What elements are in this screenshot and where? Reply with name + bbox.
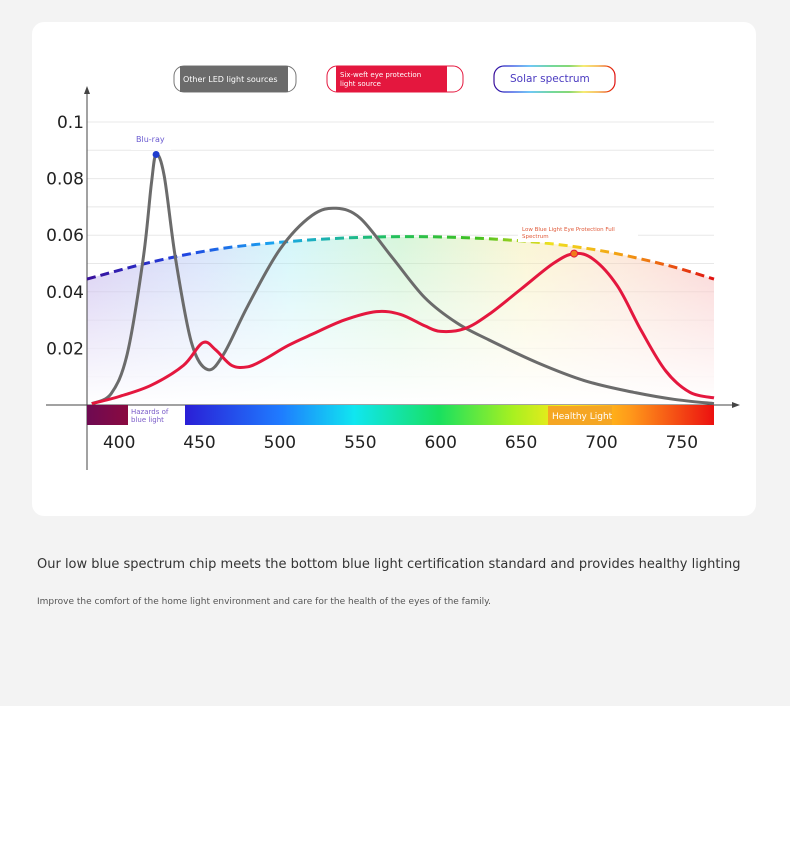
low-blue-peak-marker [570,249,579,258]
series-lines [86,152,715,406]
legend-other-led-label: Other LED light sources [183,75,277,84]
x-tick-label: 650 [505,433,537,453]
y-tick-label: 0.1 [57,113,84,133]
y-axis-arrow [84,86,90,94]
visible-spectrum-band [185,405,714,425]
healthy-light-label: Healthy Light [552,412,613,422]
solar-area-fade [87,236,714,405]
x-tick-label: 750 [666,433,698,453]
subline-text: Improve the comfort of the home light en… [37,597,492,607]
x-tick-label: 500 [264,433,296,453]
x-tick-label: 400 [103,433,135,453]
blu-ray-label-bg [131,130,171,150]
legend-solar-label: Solar spectrum [510,73,590,85]
blu-ray-peak-marker [152,151,160,158]
y-tick-label: 0.06 [46,226,84,246]
x-tick-label: 550 [344,433,376,453]
x-tick-labels: 400 450 500 550 600 650 700 750 [103,433,698,453]
series-markers [152,151,579,258]
x-axis-arrow [732,402,740,408]
x-tick-label: 600 [424,433,456,453]
legend-six-weft-label: Six-weft eye protection light source [340,71,423,88]
series-line-solar [86,235,715,281]
y-tick-label: 0.04 [46,283,84,303]
legend-six-weft-fill [336,66,447,92]
x-tick-label: 450 [183,433,215,453]
hazard-label: Hazards of blue light [131,408,171,424]
series-line-six-weft [91,251,715,406]
y-tick-labels: 0.1 0.08 0.06 0.04 0.02 [46,113,84,359]
y-tick-label: 0.08 [46,170,84,190]
low-blue-label: Low Blue Light Eye Protection Full Spect… [522,227,617,240]
legend-solar-outline [493,65,616,93]
y-tick-label: 0.02 [46,339,84,359]
hazard-band [87,405,128,425]
healthy-light-badge [548,406,612,425]
legend-other-led-fill [180,66,288,92]
low-blue-label-bg [518,224,638,242]
headline-text: Our low blue spectrum chip meets the bot… [37,557,741,572]
x-tick-label: 700 [585,433,617,453]
blu-ray-label: Blu-ray [136,135,165,144]
series-line-other-led [91,152,715,406]
solar-fill [87,236,714,405]
